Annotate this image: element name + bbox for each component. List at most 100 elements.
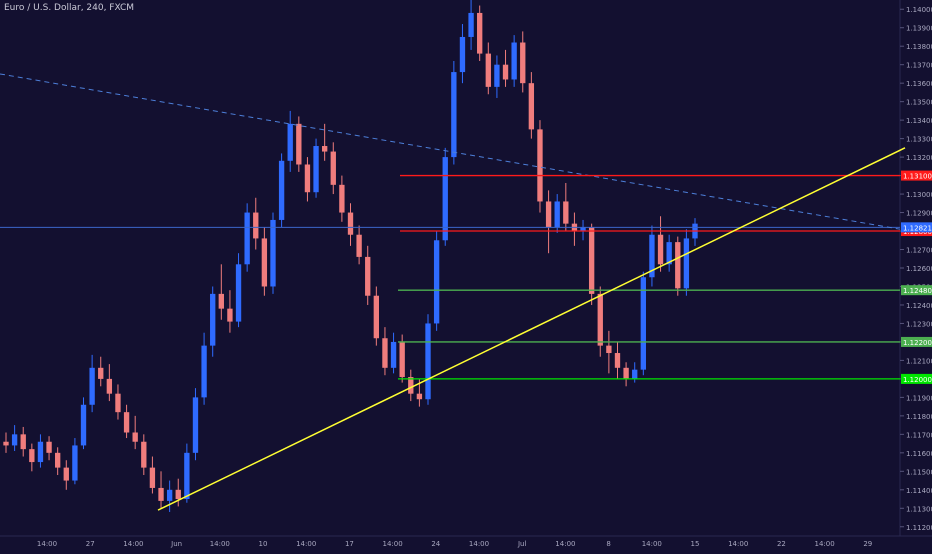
candle-body [356, 234, 362, 257]
candle-body [149, 467, 156, 488]
candle-body [80, 404, 87, 446]
y-tick-label: 1.11800 [906, 413, 932, 421]
candle-body [511, 42, 517, 80]
x-tick-label: 14:00 [815, 540, 835, 548]
candle-body [554, 201, 560, 228]
candle-body [55, 452, 61, 468]
candle-body [296, 123, 302, 165]
candle-body [72, 445, 78, 481]
y-tick-label: 1.13700 [906, 62, 932, 70]
candle-body [477, 12, 483, 54]
candle-body [657, 234, 664, 265]
candle-body [520, 42, 526, 84]
candle-body [287, 123, 293, 161]
candle-body [347, 212, 354, 235]
y-tick-label: 1.11300 [906, 505, 932, 513]
x-tick-label: 10 [259, 540, 268, 548]
y-tick-label: 1.12100 [906, 357, 932, 365]
candle-body [451, 72, 457, 158]
candle-body [253, 212, 259, 239]
x-tick-label: 22 [777, 540, 786, 548]
candle-body [459, 36, 466, 73]
candle-body [115, 393, 121, 413]
candle-body [29, 449, 35, 463]
candle-body [365, 256, 371, 296]
candle-body [235, 264, 242, 322]
candle-body [330, 151, 336, 185]
y-tick-label: 1.13500 [906, 99, 932, 107]
x-tick-label: 14:00 [469, 540, 489, 548]
candle-body [545, 201, 552, 228]
candle-body [313, 146, 319, 193]
candle-body [606, 345, 612, 354]
x-tick-label: 29 [863, 540, 872, 548]
current-price-label: 1.12821 [903, 224, 932, 232]
candle-body [270, 219, 276, 287]
candle-body [141, 441, 147, 468]
candle-body [166, 489, 173, 501]
candle-body [468, 12, 474, 37]
y-tick-label: 1.11200 [906, 524, 932, 532]
x-tick-label: Jun [170, 540, 182, 548]
x-tick-label: 14:00 [296, 540, 316, 548]
y-tick-label: 1.13000 [906, 191, 932, 199]
candle-body [123, 412, 130, 433]
support-2-price-label: 1.12200 [903, 339, 932, 347]
x-tick-label: 17 [345, 540, 354, 548]
candle-body [390, 341, 397, 368]
candle-body [588, 227, 595, 294]
y-tick-label: 1.12700 [906, 247, 932, 255]
support-3-price-tag [901, 373, 932, 384]
candle-body [210, 293, 216, 346]
candle-body [666, 242, 672, 265]
candle-body [640, 277, 646, 370]
candle-body [46, 441, 52, 453]
x-tick-label: 14:00 [210, 540, 230, 548]
y-tick-label: 1.13400 [906, 117, 932, 125]
candle-body [649, 234, 655, 278]
candle-body [37, 441, 44, 463]
y-tick-label: 1.12300 [906, 320, 932, 328]
candle-body [416, 393, 423, 400]
candle-body [20, 434, 26, 450]
y-tick-label: 1.13900 [906, 25, 932, 33]
candle-body [175, 489, 181, 500]
candle-body [563, 201, 569, 224]
candle-body [442, 157, 448, 241]
candle-body [106, 378, 113, 394]
candle-body [675, 242, 681, 289]
support-3-price-label: 1.12000 [903, 376, 932, 384]
candle-body [201, 345, 207, 398]
y-tick-label: 1.12600 [906, 265, 932, 273]
candle-body [537, 129, 543, 202]
candle-body [158, 487, 164, 501]
y-tick-label: 1.13600 [906, 80, 932, 88]
yellow-trendline [157, 147, 906, 511]
candle-body [485, 53, 491, 87]
candle-body [339, 184, 345, 213]
y-tick-label: 1.11700 [906, 431, 932, 439]
candle-body [321, 146, 328, 152]
x-tick-label: 14:00 [37, 540, 57, 548]
candle-body [373, 295, 380, 339]
chart-title: Euro / U.S. Dollar, 240, FXCM [4, 3, 135, 13]
candle-body [261, 238, 268, 287]
candle-body [244, 212, 250, 265]
resistance-1-price-tag [901, 170, 932, 181]
x-tick-label: 8 [606, 540, 610, 548]
candles-group [3, 0, 698, 512]
y-tick-label: 1.13200 [906, 154, 932, 162]
candle-body [382, 338, 388, 368]
candle-body [192, 397, 199, 453]
support-2-price-tag [901, 336, 932, 347]
y-tick-label: 1.11500 [906, 468, 932, 476]
x-tick-label: 24 [431, 540, 440, 548]
current-price-tag [901, 222, 932, 233]
support-1-price-label: 1.12480 [903, 287, 932, 295]
candle-body [580, 227, 586, 232]
x-tick-label: 14:00 [728, 540, 748, 548]
candle-body [218, 293, 224, 309]
